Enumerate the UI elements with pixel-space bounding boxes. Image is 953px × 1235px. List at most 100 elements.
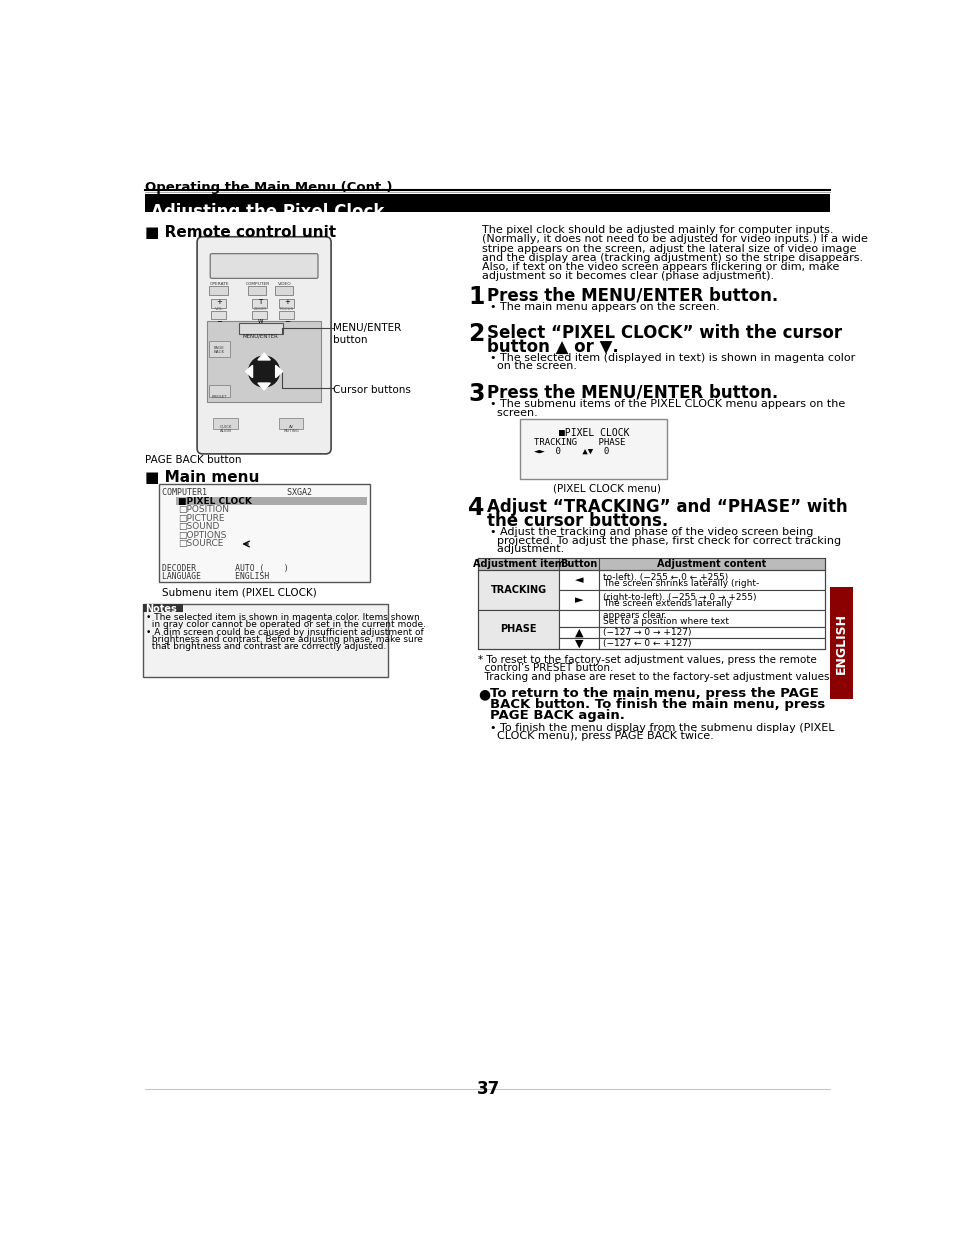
Text: Select “PIXEL CLOCK” with the cursor: Select “PIXEL CLOCK” with the cursor (486, 324, 841, 342)
Bar (598, 638, 823, 648)
Bar (558, 627, 598, 638)
FancyBboxPatch shape (210, 253, 317, 278)
Bar (175, 496, 367, 505)
Text: To return to the main menu, press the PAGE: To return to the main menu, press the PA… (489, 687, 818, 700)
FancyBboxPatch shape (252, 311, 267, 319)
Text: ◄►  0    ▲▼  0: ◄► 0 ▲▼ 0 (534, 447, 609, 456)
Text: Set to a position where text: Set to a position where text (602, 618, 728, 626)
Text: adjustment so it becomes clear (phase adjustment).: adjustment so it becomes clear (phase ad… (481, 272, 773, 282)
Text: □OPTIONS: □OPTIONS (177, 531, 226, 540)
Text: The screen shrinks laterally (right-: The screen shrinks laterally (right- (602, 579, 759, 588)
Bar (520, 419, 666, 479)
FancyBboxPatch shape (211, 311, 226, 319)
Text: ■PIXEL CLOCK: ■PIXEL CLOCK (558, 429, 629, 438)
Text: VOL.: VOL. (214, 306, 224, 311)
Text: The screen extends laterally: The screen extends laterally (602, 599, 731, 608)
Text: Submenu item (PIXEL CLOCK): Submenu item (PIXEL CLOCK) (162, 588, 316, 598)
FancyBboxPatch shape (278, 417, 303, 430)
Text: button ▲ or ▼.: button ▲ or ▼. (486, 337, 618, 356)
Text: PRESET: PRESET (212, 395, 227, 399)
Bar (558, 571, 598, 590)
FancyBboxPatch shape (238, 324, 282, 333)
Text: −: − (284, 319, 290, 325)
Text: 2: 2 (468, 322, 484, 346)
Text: BACK button. To finish the main menu, press: BACK button. To finish the main menu, pr… (489, 698, 824, 711)
Polygon shape (275, 366, 282, 378)
Text: Adjust “TRACKING” and “PHASE” with: Adjust “TRACKING” and “PHASE” with (486, 498, 846, 516)
Text: and the display area (tracking adjustment) so the stripe disappears.: and the display area (tracking adjustmen… (481, 253, 862, 263)
Text: Also, if text on the video screen appears flickering or dim, make: Also, if text on the video screen appear… (481, 262, 839, 272)
Text: ◄: ◄ (574, 576, 582, 585)
Text: control’s PRESET button.: control’s PRESET button. (477, 663, 613, 673)
Text: the cursor buttons.: the cursor buttons. (486, 511, 667, 530)
Text: □SOURCE: □SOURCE (177, 540, 223, 548)
Text: ▼: ▼ (574, 638, 582, 648)
Text: • A dim screen could be caused by insufficient adjustment of: • A dim screen could be caused by insuff… (146, 627, 423, 637)
Polygon shape (257, 383, 270, 390)
Text: +: + (284, 299, 290, 305)
Bar (143, 604, 388, 677)
Text: ●: ● (477, 687, 490, 701)
Text: PHASE: PHASE (499, 625, 537, 635)
Text: * To reset to the factory-set adjustment values, press the remote: * To reset to the factory-set adjustment… (477, 655, 816, 664)
Text: • The main menu appears on the screen.: • The main menu appears on the screen. (489, 303, 719, 312)
Circle shape (249, 356, 279, 387)
Text: (Normally, it does not need to be adjusted for video inputs.) If a wide: (Normally, it does not need to be adjust… (481, 235, 867, 245)
Text: DECODER        AUTO (    ): DECODER AUTO ( ) (162, 564, 289, 573)
Text: adjustment.: adjustment. (489, 543, 563, 555)
Text: W: W (257, 319, 263, 324)
Text: Notes: Notes (145, 604, 176, 614)
Text: 1: 1 (468, 285, 484, 309)
Text: 3: 3 (468, 383, 484, 406)
Text: projected. To adjust the phase, first check for correct tracking: projected. To adjust the phase, first ch… (489, 536, 840, 546)
Text: □POSITION: □POSITION (177, 505, 229, 515)
Text: PAGE BACK button: PAGE BACK button (145, 454, 241, 464)
Text: TRACKING: TRACKING (490, 585, 546, 595)
Text: PAGE BACK again.: PAGE BACK again. (489, 709, 624, 721)
Text: • To finish the menu display from the submenu display (PIXEL: • To finish the menu display from the su… (489, 722, 833, 732)
Text: • Adjust the tracking and phase of the video screen being: • Adjust the tracking and phase of the v… (489, 527, 812, 537)
Text: • The submenu items of the PIXEL CLOCK menu appears on the: • The submenu items of the PIXEL CLOCK m… (489, 399, 844, 409)
Text: Button: Button (559, 559, 597, 569)
Text: Operating the Main Menu (Cont.): Operating the Main Menu (Cont.) (145, 180, 392, 194)
Text: Cursor buttons: Cursor buttons (333, 384, 411, 395)
Text: QUICK
ALIGN: QUICK ALIGN (219, 425, 232, 433)
Polygon shape (245, 366, 253, 378)
Bar (145, 194, 829, 212)
Text: Press the MENU/ENTER button.: Press the MENU/ENTER button. (486, 384, 777, 401)
Text: FOCUS: FOCUS (280, 306, 294, 311)
Text: that brightness and contrast are correctly adjusted.: that brightness and contrast are correct… (146, 642, 386, 651)
FancyBboxPatch shape (210, 287, 228, 294)
Text: (PIXEL CLOCK menu): (PIXEL CLOCK menu) (552, 483, 660, 493)
Bar (143, 604, 183, 611)
Bar (598, 610, 823, 627)
Text: ■ Remote control unit: ■ Remote control unit (145, 225, 335, 240)
Bar (477, 571, 558, 610)
Text: Adjustment content: Adjustment content (657, 559, 765, 569)
FancyBboxPatch shape (210, 341, 230, 357)
Text: stripe appears on the screen, adjust the lateral size of video image: stripe appears on the screen, adjust the… (481, 243, 856, 253)
Text: ZOOM: ZOOM (253, 306, 266, 311)
Text: ENGLISH: ENGLISH (834, 613, 847, 674)
Text: 4: 4 (468, 496, 484, 520)
Text: 37: 37 (476, 1079, 500, 1098)
Bar (829, 587, 852, 699)
Text: ■PIXEL CLOCK: ■PIXEL CLOCK (177, 496, 252, 506)
Bar (558, 610, 598, 627)
Text: in gray color cannot be operated or set in the current mode.: in gray color cannot be operated or set … (146, 620, 426, 629)
Text: Adjusting the Pixel Clock: Adjusting the Pixel Clock (151, 203, 384, 221)
Text: OPERATE: OPERATE (210, 282, 229, 287)
FancyBboxPatch shape (210, 384, 230, 396)
Text: AV
MUTING: AV MUTING (283, 425, 298, 433)
Text: Press the MENU/ENTER button.: Press the MENU/ENTER button. (486, 287, 777, 305)
Text: PAGE
BACK: PAGE BACK (213, 346, 225, 354)
Bar (558, 638, 598, 648)
Polygon shape (257, 353, 270, 359)
Text: +: + (216, 299, 222, 305)
Text: TRACKING    PHASE: TRACKING PHASE (534, 438, 625, 447)
Text: on the screen.: on the screen. (489, 362, 577, 372)
Text: □PICTURE: □PICTURE (177, 514, 224, 522)
Text: (right-to-left). (−255 → 0 → +255): (right-to-left). (−255 → 0 → +255) (602, 593, 756, 601)
Text: □SOUND: □SOUND (177, 522, 219, 531)
FancyBboxPatch shape (278, 299, 294, 308)
